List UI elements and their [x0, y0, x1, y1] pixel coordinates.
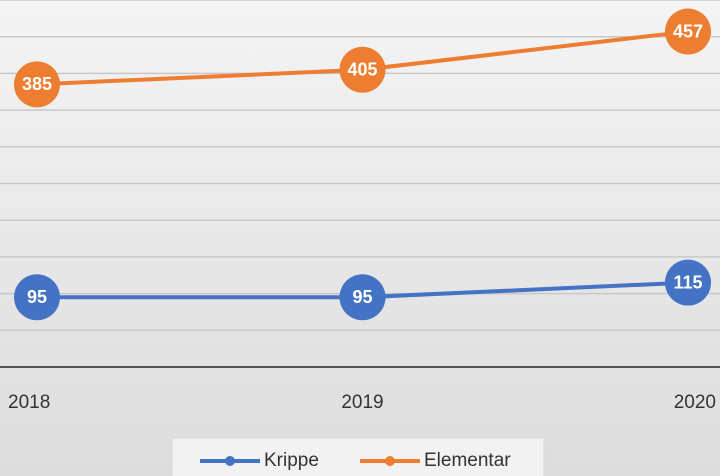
x-tick-label: 2019	[341, 392, 383, 413]
data-label: 405	[347, 59, 377, 79]
point	[14, 274, 60, 321]
data-label: 385	[22, 74, 52, 94]
legend-label: Elementar	[424, 450, 511, 471]
legend-label: Krippe	[264, 450, 319, 471]
x-tick-label: 2020	[674, 392, 716, 413]
legend-marker	[385, 456, 395, 466]
data-label: 95	[352, 287, 372, 307]
data-label: 95	[27, 287, 47, 307]
point	[339, 46, 386, 93]
x-tick-label: 2018	[8, 392, 50, 413]
legend-marker	[225, 456, 235, 466]
point	[339, 274, 386, 321]
point	[665, 259, 711, 306]
legend-box	[171, 437, 545, 476]
point	[14, 61, 60, 108]
data-label: 457	[673, 21, 703, 41]
data-label: 115	[673, 272, 702, 292]
point	[665, 8, 711, 55]
